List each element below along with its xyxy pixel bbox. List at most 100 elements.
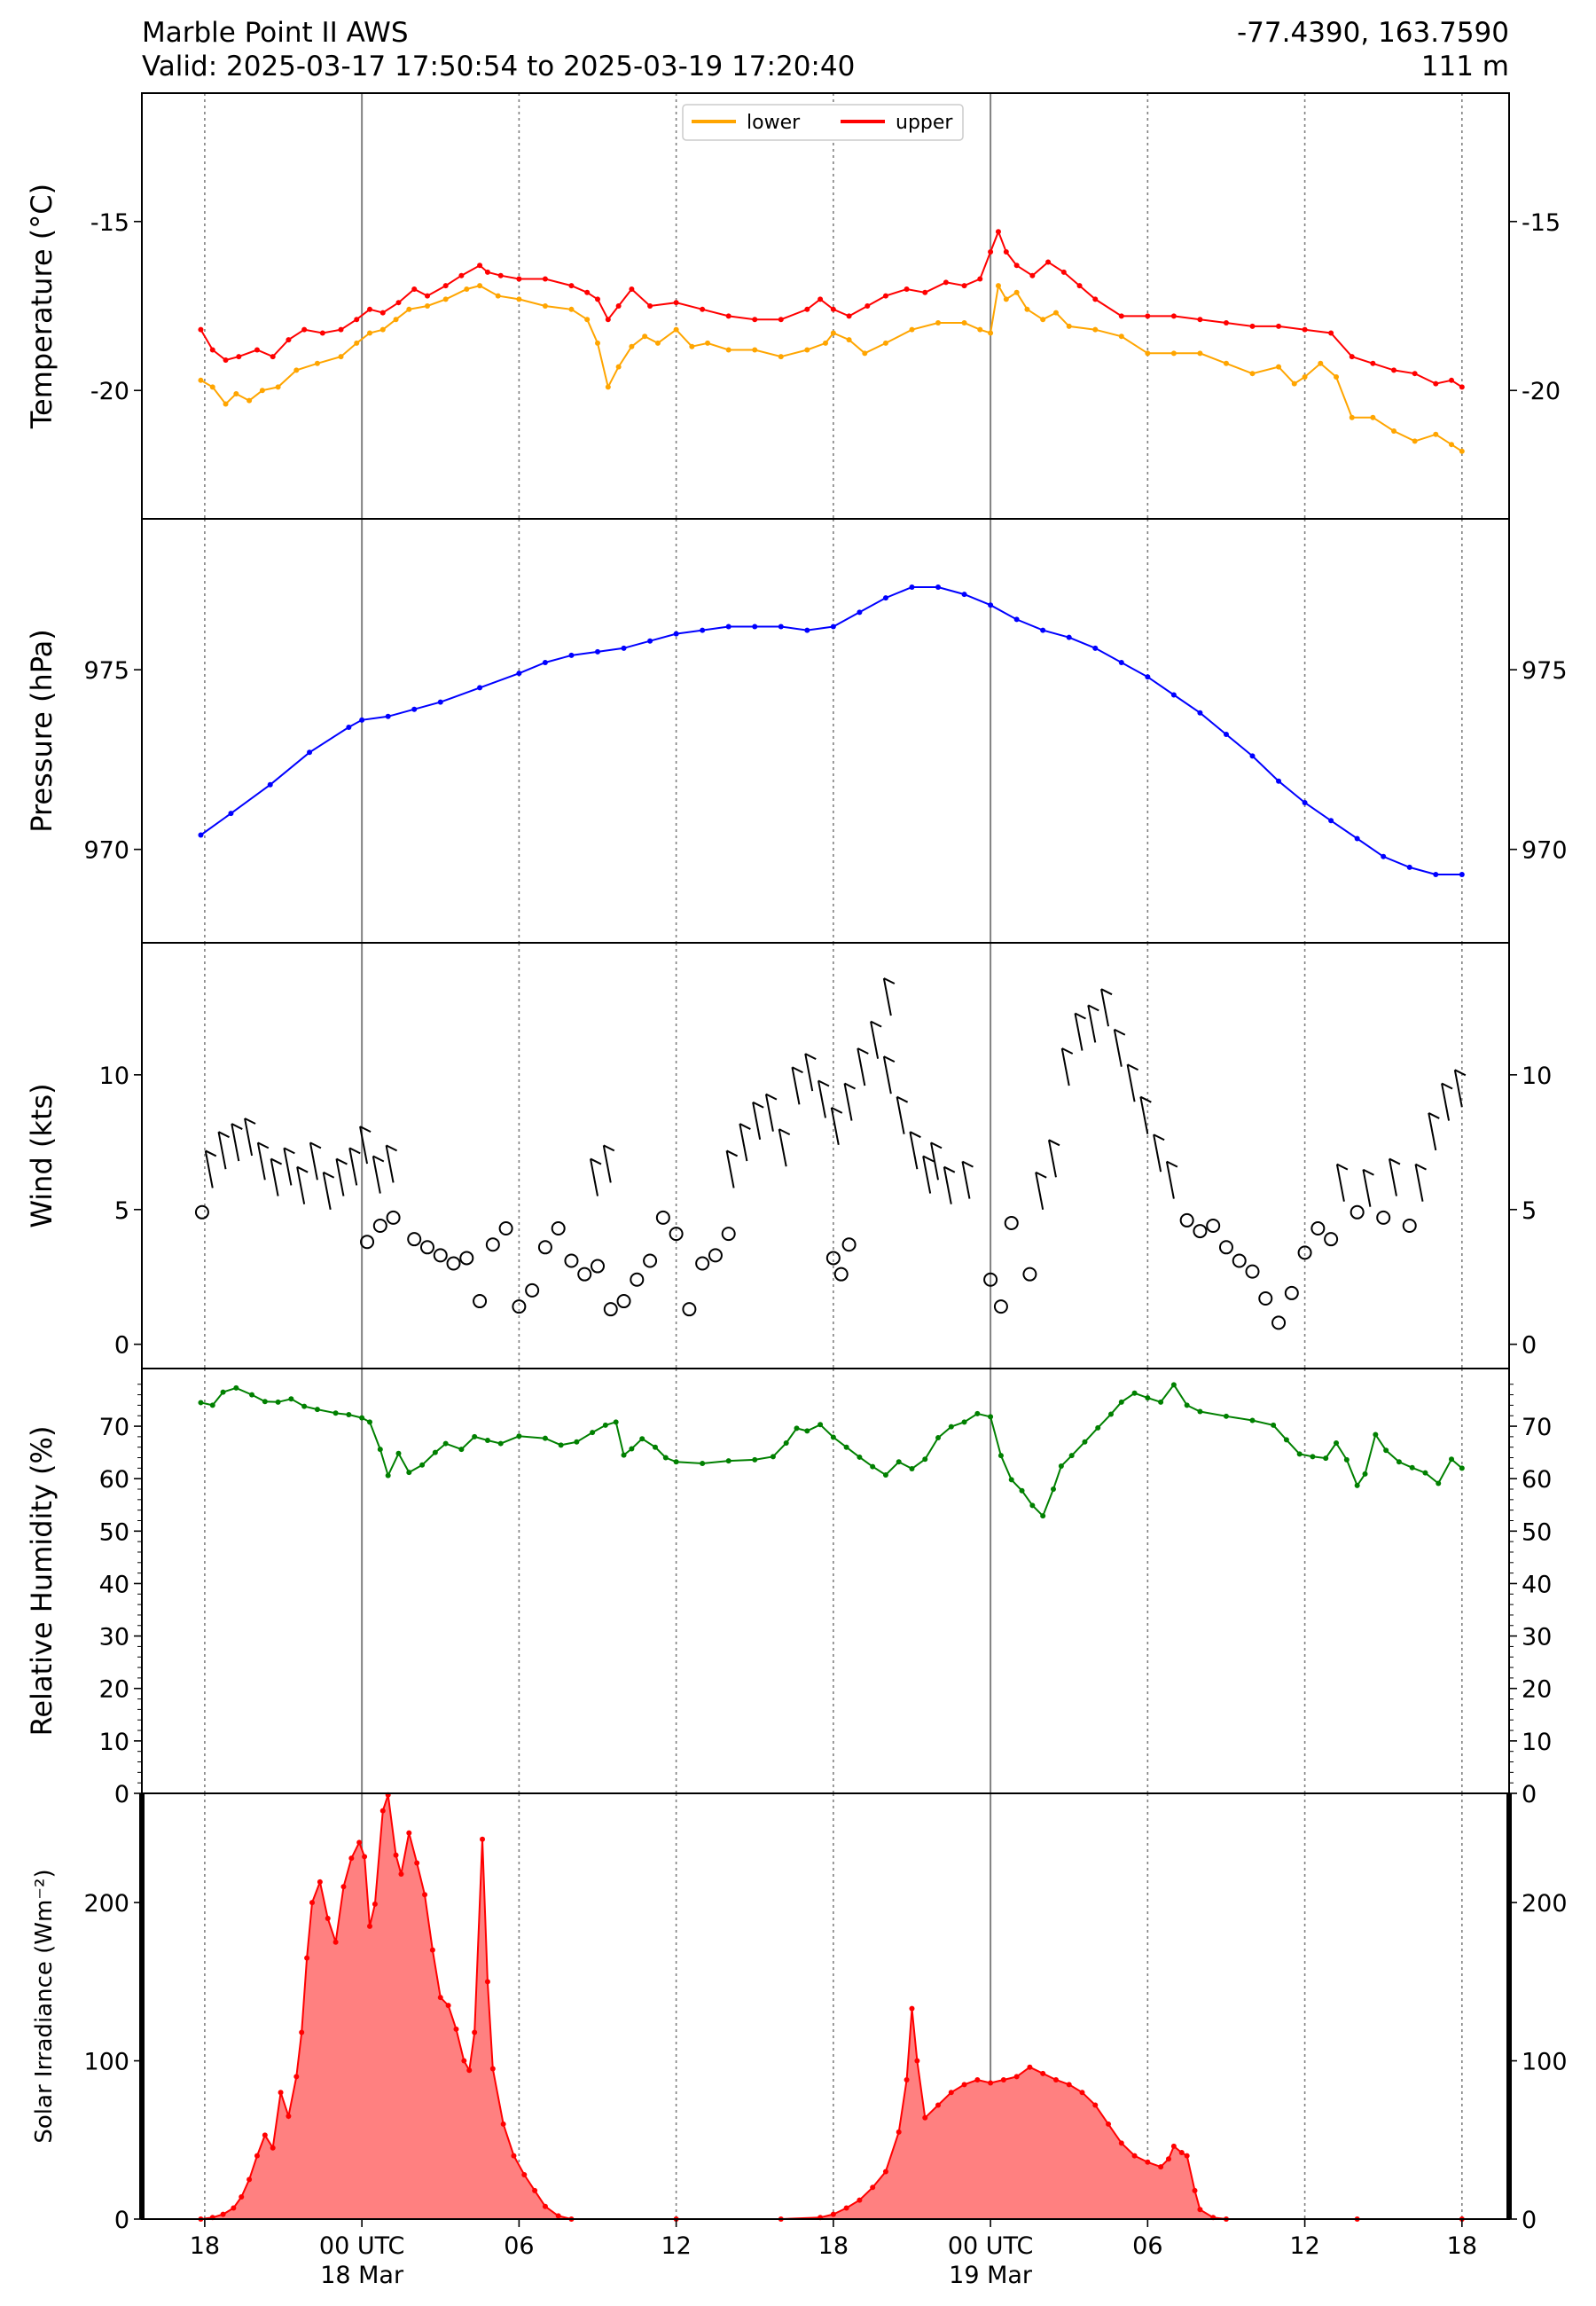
data-point bbox=[332, 1939, 339, 1945]
data-point bbox=[338, 354, 344, 360]
data-point bbox=[1118, 313, 1124, 319]
data-point bbox=[823, 340, 828, 346]
wind-barb-flag bbox=[1415, 1163, 1427, 1171]
data-point bbox=[909, 326, 915, 333]
wind-barb-flag bbox=[603, 1144, 615, 1152]
data-point bbox=[673, 1459, 679, 1465]
data-point bbox=[857, 2197, 863, 2203]
data-point bbox=[458, 1447, 465, 1453]
wind-barb bbox=[217, 1132, 227, 1170]
wind-barb bbox=[1035, 1172, 1044, 1210]
data-point bbox=[943, 279, 949, 286]
wind-barb bbox=[283, 1148, 293, 1186]
y-tick-label-right: 10 bbox=[1522, 1729, 1552, 1756]
data-point bbox=[882, 595, 888, 601]
x-tick-label: 12 bbox=[661, 2232, 691, 2260]
wind-barb-flag bbox=[804, 1053, 817, 1060]
y-tick-label-left: 0 bbox=[114, 1781, 129, 1808]
series-line bbox=[200, 1383, 1463, 1518]
data-point bbox=[445, 2003, 451, 2009]
wind-calm-marker bbox=[616, 1294, 631, 1309]
data-point bbox=[1396, 1459, 1402, 1465]
wind-barb-flag bbox=[1362, 1168, 1374, 1176]
wind-calm-marker bbox=[485, 1237, 500, 1252]
wind-barb-flag bbox=[1389, 1157, 1401, 1165]
wind-calm-marker bbox=[537, 1240, 552, 1255]
wind-barb-flag bbox=[844, 1082, 856, 1090]
data-point bbox=[489, 2066, 496, 2072]
data-point bbox=[673, 326, 679, 333]
wind-calm-marker bbox=[551, 1221, 566, 1236]
wind-barb-flag bbox=[244, 1118, 256, 1125]
data-point bbox=[961, 2082, 967, 2088]
data-point bbox=[356, 1839, 363, 1846]
wind-barb-flag bbox=[1153, 1133, 1165, 1141]
y-tick-label-right: 40 bbox=[1522, 1571, 1552, 1598]
data-point bbox=[198, 1400, 204, 1406]
data-point bbox=[1197, 350, 1203, 357]
data-point bbox=[700, 627, 706, 633]
data-point bbox=[904, 2076, 910, 2082]
wind-barb-flag bbox=[752, 1101, 764, 1109]
wind-barb-flag bbox=[1166, 1160, 1178, 1168]
y-tick-label-left: 20 bbox=[99, 1676, 129, 1704]
y-tick-label-left: 60 bbox=[99, 1466, 129, 1494]
data-point bbox=[472, 2029, 478, 2035]
data-point bbox=[615, 303, 622, 309]
data-point bbox=[325, 1915, 331, 1921]
data-point bbox=[1092, 645, 1099, 651]
y-axis-label: Solar Irradiance (Wm⁻²) bbox=[31, 1869, 58, 2143]
wind-barb bbox=[244, 1118, 254, 1157]
y-axis-label: Wind (kts) bbox=[25, 1083, 59, 1228]
data-point bbox=[359, 717, 365, 723]
wind-barb-flag bbox=[309, 1141, 322, 1149]
data-point bbox=[673, 631, 679, 637]
data-point bbox=[574, 1439, 580, 1445]
x-tick-label: 00 UTC bbox=[948, 2232, 1033, 2260]
y-tick-label-left: 70 bbox=[99, 1414, 129, 1441]
y-tick-label-right: 20 bbox=[1522, 1676, 1552, 1704]
wind-barb bbox=[778, 1128, 787, 1167]
data-point bbox=[629, 286, 635, 292]
data-point bbox=[497, 272, 504, 278]
data-point bbox=[377, 1447, 383, 1453]
data-point bbox=[998, 1453, 1004, 1459]
data-point bbox=[1296, 1451, 1303, 1457]
data-point bbox=[783, 1439, 789, 1446]
data-point bbox=[1197, 317, 1203, 323]
data-point bbox=[1184, 2153, 1190, 2159]
wind-barb-flag bbox=[962, 1160, 974, 1168]
data-point bbox=[437, 1995, 443, 2001]
data-point bbox=[804, 627, 810, 633]
wind-calm-marker bbox=[1376, 1210, 1391, 1225]
data-point bbox=[725, 624, 732, 630]
data-point bbox=[1066, 323, 1072, 329]
data-point bbox=[1197, 1408, 1203, 1415]
data-point bbox=[1349, 414, 1355, 420]
data-point bbox=[904, 286, 910, 292]
x-tick-sublabel: 19 Mar bbox=[949, 2262, 1033, 2289]
data-point bbox=[1013, 2074, 1020, 2080]
wind-calm-marker bbox=[419, 1240, 434, 1255]
data-point bbox=[542, 1435, 548, 1441]
data-point bbox=[595, 648, 600, 655]
data-point bbox=[595, 340, 600, 346]
data-point bbox=[1145, 674, 1151, 680]
data-point bbox=[1131, 1390, 1138, 1396]
data-point bbox=[246, 397, 253, 404]
data-point bbox=[1158, 1399, 1164, 1405]
data-point bbox=[393, 317, 399, 323]
data-point bbox=[542, 276, 548, 282]
data-point bbox=[484, 1979, 490, 1985]
data-point bbox=[974, 1410, 981, 1416]
data-point bbox=[484, 269, 490, 275]
data-point bbox=[262, 1399, 268, 1405]
data-point bbox=[1145, 2159, 1151, 2165]
y-tick-label-right: 5 bbox=[1522, 1197, 1537, 1225]
y-tick-label-left: 100 bbox=[83, 2049, 129, 2076]
data-point bbox=[909, 584, 915, 590]
data-point bbox=[613, 1419, 619, 1425]
wind-barb bbox=[882, 977, 892, 1016]
data-point bbox=[246, 2177, 253, 2183]
wind-barb bbox=[961, 1161, 971, 1199]
